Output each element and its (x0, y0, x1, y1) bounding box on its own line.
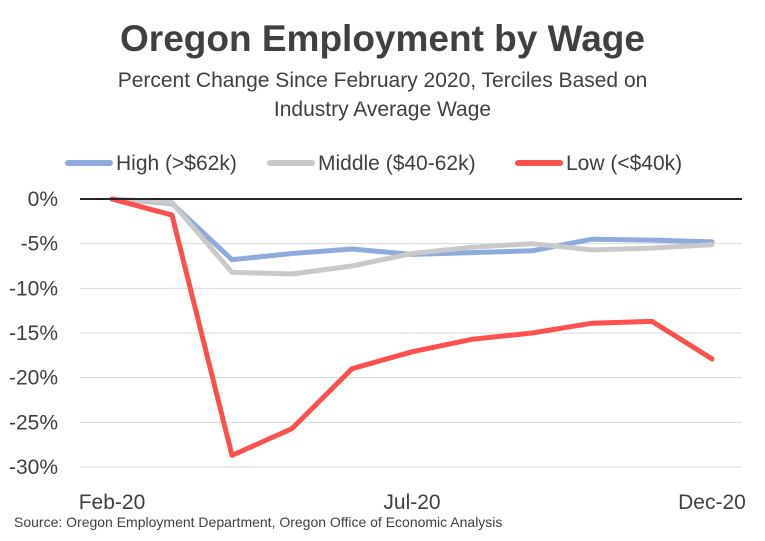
y-tick-label: -20% (9, 367, 58, 390)
source-note: Source: Oregon Employment Department, Or… (14, 514, 503, 530)
legend-label: High (>$62k) (116, 152, 237, 175)
series-line (109, 196, 715, 458)
y-tick-label: -25% (9, 411, 58, 434)
y-tick-label: -30% (9, 456, 58, 479)
series-line (109, 196, 715, 277)
y-tick-label: -5% (21, 233, 58, 256)
legend-label: Middle ($40-62k) (318, 152, 476, 175)
y-tick-label: 0% (28, 188, 58, 211)
chart-subtitle: Percent Change Since February 2020, Terc… (117, 69, 648, 121)
y-tick-label: -10% (9, 277, 58, 300)
x-tick-label: Dec-20 (678, 491, 746, 514)
y-tick-label: -15% (9, 322, 58, 345)
x-tick-label: Feb-20 (79, 491, 146, 514)
chart-title: Oregon Employment by Wage (120, 18, 645, 59)
x-tick-label: Jul-20 (383, 491, 440, 514)
legend-label: Low (<$40k) (566, 152, 682, 175)
